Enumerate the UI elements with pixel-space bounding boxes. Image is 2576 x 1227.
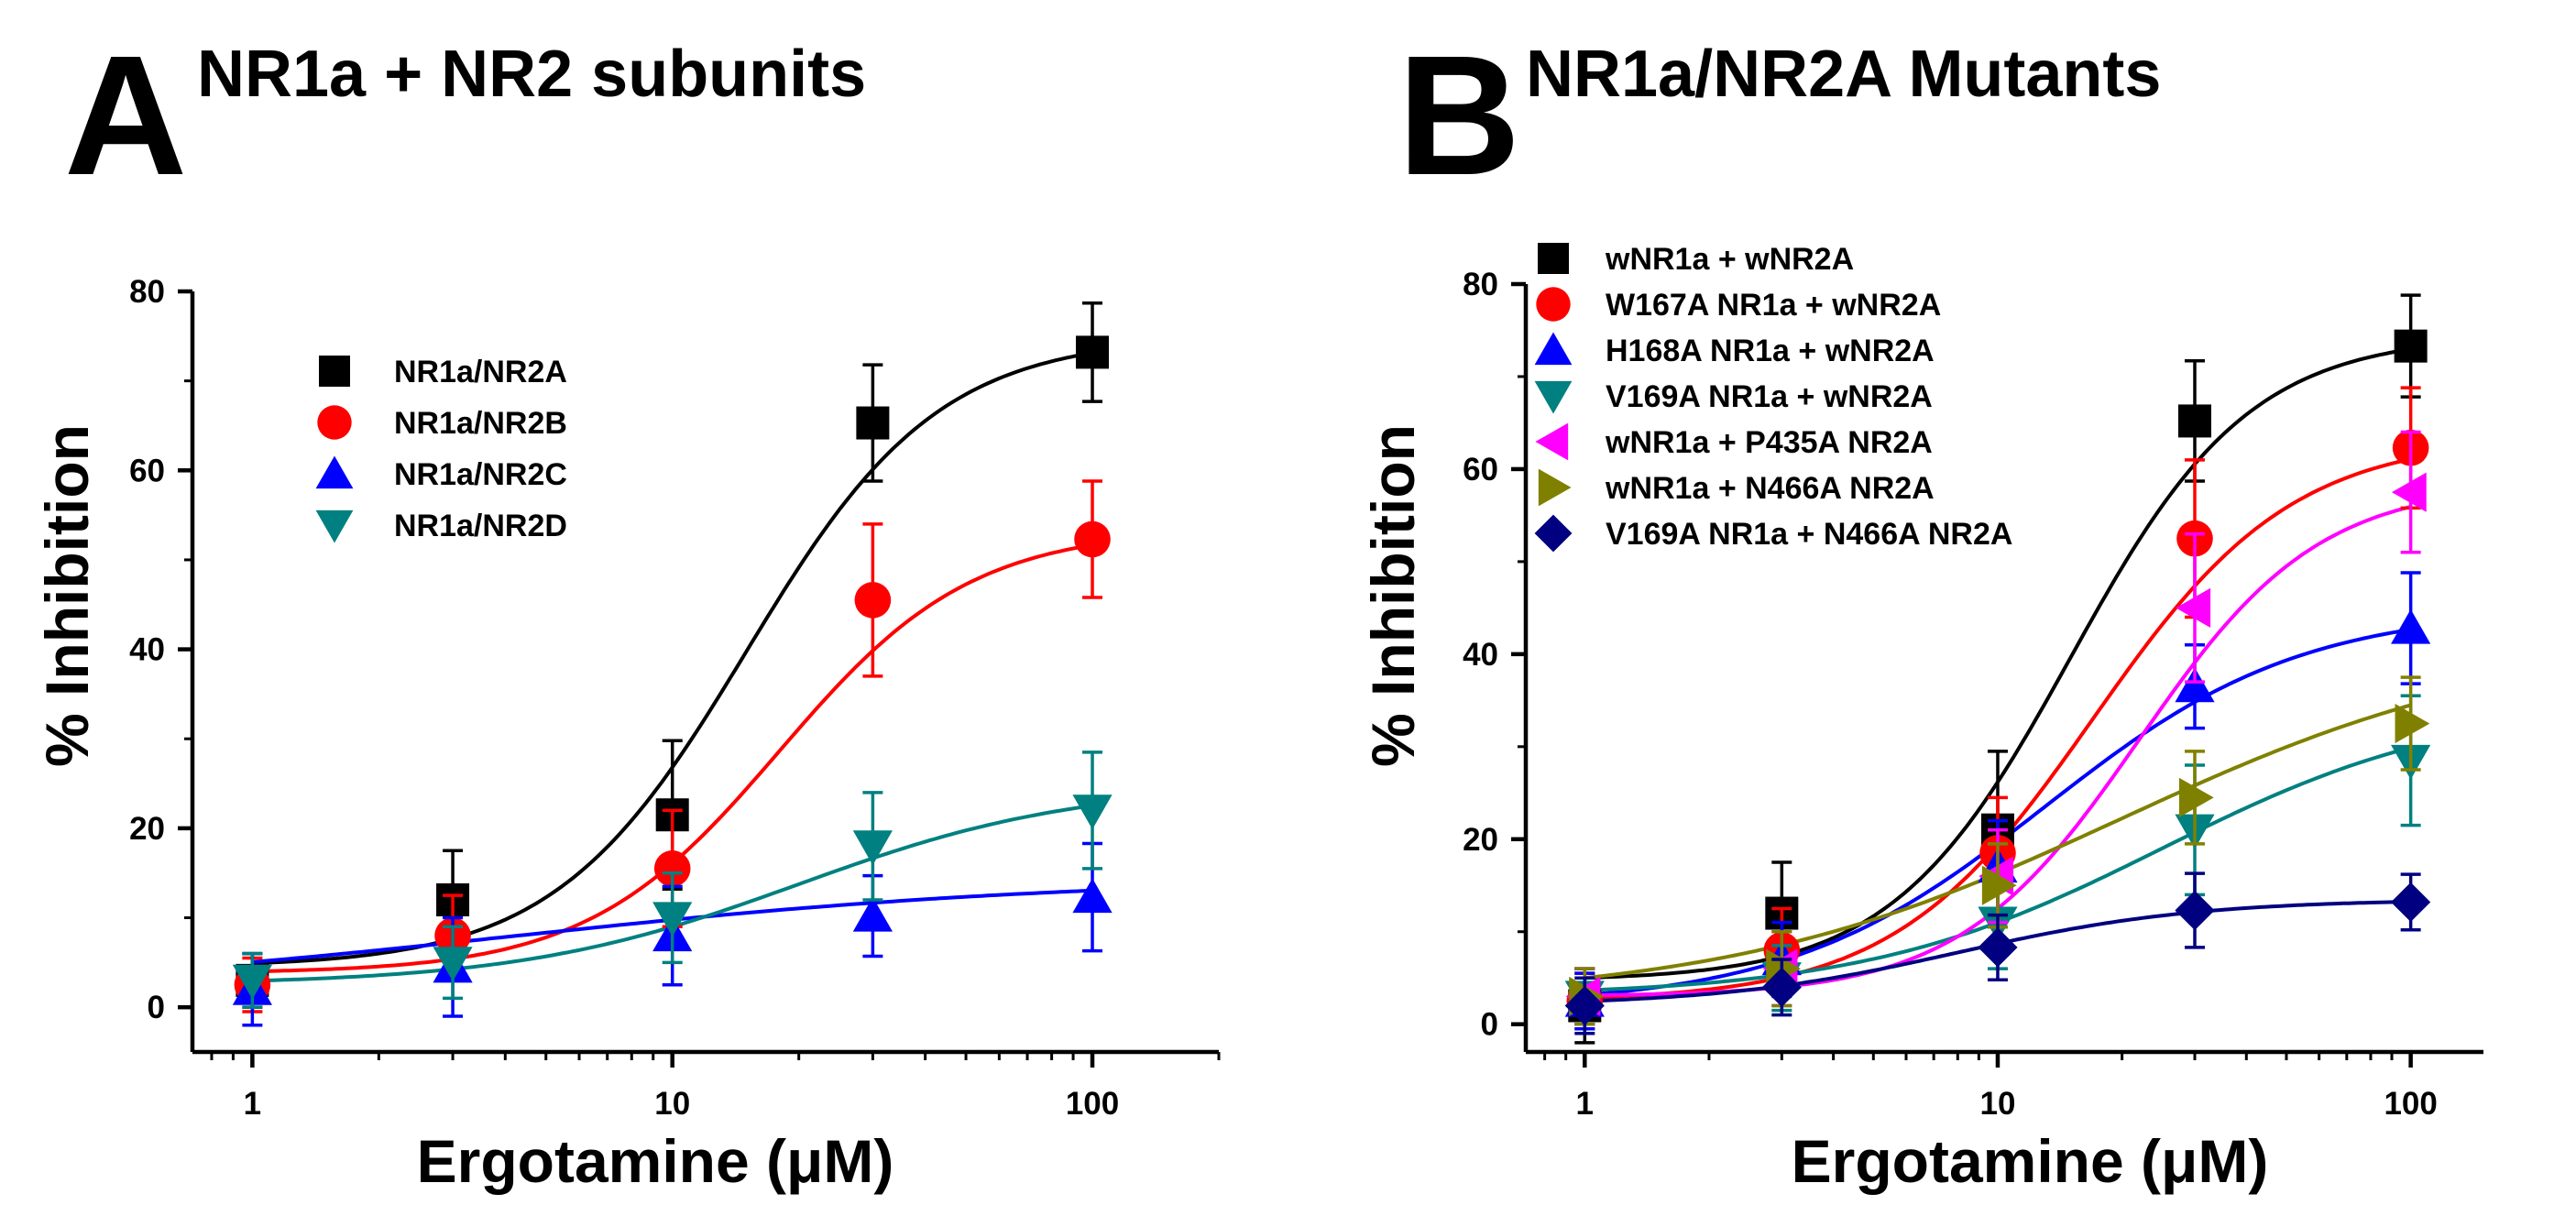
x-tick-label: 10 — [654, 1086, 690, 1122]
panel-a-plot: 0 20 40 60 80 1 10 100 NR1a/NR2A NR1a/NR2B NR1a/NR… — [129, 274, 1221, 1122]
legend-label-nr1a-nr2a: NR1a/NR2A — [394, 355, 567, 389]
data-point-v169a-nr1a-n466a-nr2a — [1978, 927, 2018, 968]
legend-marker-nr1a-nr2c — [315, 455, 354, 489]
panel-b-title: NR1a/NR2A Mutants — [1526, 38, 2161, 111]
panel-b-letter: B — [1398, 21, 1520, 211]
legend-marker-h168a-nr1a-wnr2a — [1534, 332, 1573, 366]
data-point-nr1a-nr2c — [852, 896, 893, 932]
panel-b: B NR1a/NR2A Mutants Ergotamine (μM) % In… — [1359, 21, 2483, 1195]
legend-marker-w167a-nr1a-wnr2a — [1536, 287, 1571, 322]
data-point-nr1a-nr2d — [433, 947, 473, 982]
data-point-wnr1a-n466a-nr2a — [2178, 777, 2214, 817]
data-point-nr1a-nr2d — [232, 964, 272, 1000]
legend-label-h168a-nr1a-wnr2a: H168A NR1a + wNR2A — [1606, 334, 1935, 368]
y-tick-label: 80 — [1463, 267, 1498, 302]
panel-b-y-axis-label: % Inhibition — [1359, 424, 1427, 767]
data-point-v169a-nr1a-n466a-nr2a — [1564, 985, 1605, 1026]
legend-label-v169a-nr1a-wnr2a: V169A NR1a + wNR2A — [1606, 379, 1933, 414]
legend-marker-v169a-nr1a-n466a-nr2a — [1534, 514, 1573, 553]
data-point-nr1a-nr2d — [1072, 794, 1113, 830]
panel-a-title: NR1a + NR2 subunits — [197, 38, 866, 111]
data-point-nr1a-nr2b — [1074, 520, 1111, 558]
legend-label-nr1a-nr2d: NR1a/NR2D — [394, 509, 567, 543]
legend-marker-v169a-nr1a-wnr2a — [1534, 380, 1573, 414]
y-tick-label: 20 — [1463, 822, 1498, 858]
legend-label-wnr1a-p435a-nr2a: wNR1a + P435A NR2A — [1605, 425, 1933, 460]
y-tick-label: 60 — [1463, 452, 1498, 488]
data-point-v169a-nr1a-n466a-nr2a — [2391, 882, 2431, 923]
panel-b-x-axis-label: Ergotamine (μM) — [1792, 1127, 2269, 1195]
legend-label-nr1a-nr2b: NR1a/NR2B — [394, 406, 567, 441]
data-point-wnr1a-p435a-nr2a — [2391, 472, 2427, 512]
legend-label-v169a-nr1a-n466a-nr2a: V169A NR1a + N466A NR2A — [1606, 517, 2012, 552]
x-tick-label: 10 — [1979, 1086, 2015, 1122]
legend-label-w167a-nr1a-wnr2a: W167A NR1a + wNR2A — [1606, 288, 1941, 323]
data-point-wnr1a-wnr2a — [2177, 404, 2211, 438]
legend-label-wnr1a-wnr2a: wNR1a + wNR2A — [1605, 242, 1854, 277]
data-point-nr1a-nr2a — [1076, 335, 1110, 369]
data-point-nr1a-nr2c — [1072, 878, 1113, 914]
x-tick-label: 100 — [1066, 1086, 1119, 1122]
legend-marker-nr1a-nr2a — [319, 356, 350, 387]
panel-a: A NR1a + NR2 subunits Ergotamine (μM) % … — [33, 21, 1221, 1195]
data-point-wnr1a-n466a-nr2a — [2395, 703, 2430, 744]
data-point-nr1a-nr2b — [854, 582, 892, 619]
data-point-h168a-nr1a-wnr2a — [2175, 667, 2215, 703]
y-tick-label: 40 — [1463, 637, 1498, 673]
data-point-h168a-nr1a-wnr2a — [2391, 608, 2431, 644]
legend-marker-nr1a-nr2d — [315, 509, 354, 543]
y-tick-label: 80 — [129, 274, 165, 310]
data-point-nr1a-nr2b — [653, 850, 691, 887]
y-tick-label: 0 — [148, 990, 165, 1025]
panel-b-plot: 0 20 40 60 80 1 10 100 wNR1a + wNR2A W167A NR1a +… — [1463, 242, 2483, 1122]
legend-marker-wnr1a-n466a-nr2a — [1538, 468, 1572, 507]
y-tick-label: 0 — [1481, 1007, 1498, 1043]
data-point-wnr1a-wnr2a — [2394, 329, 2428, 363]
data-point-nr1a-nr2d — [852, 830, 893, 866]
x-tick-label: 100 — [2384, 1086, 2437, 1122]
panel-a-x-axis-label: Ergotamine (μM) — [417, 1127, 894, 1195]
legend-marker-wnr1a-wnr2a — [1538, 243, 1569, 274]
data-point-wnr1a-n466a-nr2a — [1981, 865, 2017, 905]
y-tick-label: 40 — [129, 632, 165, 668]
data-point-nr1a-nr2a — [856, 406, 890, 440]
legend-marker-nr1a-nr2b — [317, 405, 352, 440]
data-point-v169a-nr1a-n466a-nr2a — [2175, 890, 2215, 931]
panel-a-letter: A — [64, 21, 187, 211]
data-point-v169a-nr1a-n466a-nr2a — [1761, 967, 1802, 1007]
legend-label-nr1a-nr2c: NR1a/NR2C — [394, 457, 567, 492]
x-tick-label: 1 — [1576, 1086, 1594, 1122]
legend-label-wnr1a-n466a-nr2a: wNR1a + N466A NR2A — [1605, 471, 1935, 506]
data-point-nr1a-nr2d — [652, 902, 693, 937]
y-tick-label: 60 — [129, 453, 165, 488]
y-tick-label: 20 — [129, 811, 165, 847]
panel-a-y-axis-label: % Inhibition — [33, 424, 101, 767]
legend-marker-wnr1a-p435a-nr2a — [1535, 422, 1569, 461]
x-tick-label: 1 — [244, 1086, 261, 1122]
data-point-wnr1a-p435a-nr2a — [2176, 587, 2211, 628]
